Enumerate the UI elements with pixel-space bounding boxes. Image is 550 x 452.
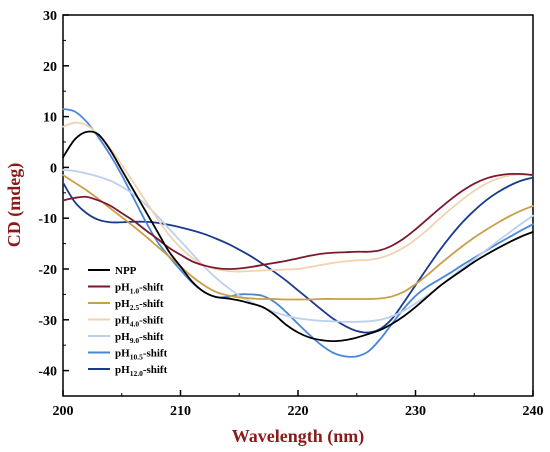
legend-label-subscript: 10.5 bbox=[130, 353, 143, 362]
x-tick-label: 210 bbox=[170, 404, 191, 419]
legend-label-subscript: 1.0 bbox=[130, 287, 140, 296]
legend-label-suffix: -shift bbox=[143, 348, 168, 360]
legend-label-subscript: 12.0 bbox=[130, 369, 143, 378]
series-line-3 bbox=[62, 121, 534, 273]
legend-label-1: pH1.0-shift bbox=[115, 282, 164, 296]
axis-ticks bbox=[62, 14, 534, 397]
y-axis-title: CD (mdeg) bbox=[4, 163, 25, 247]
legend-label-3: pH4.0-shift bbox=[115, 315, 164, 329]
legend: NPPpH1.0-shiftpH2.5-shiftpH4.0-shiftpH9.… bbox=[88, 265, 168, 378]
x-tick-label: 240 bbox=[523, 404, 544, 419]
axis-tick-labels: 200 210 220 230 240 30 20 10 0 -10 -20 -30 -40 bbox=[38, 9, 543, 419]
y-tick-label: -30 bbox=[38, 314, 57, 329]
y-tick-label: -20 bbox=[38, 263, 57, 278]
x-tick-label: 220 bbox=[288, 404, 309, 419]
legend-label-subscript: 9.0 bbox=[130, 336, 140, 345]
y-tick-label: 0 bbox=[50, 161, 57, 176]
legend-label-4: pH9.0-shift bbox=[115, 331, 164, 345]
legend-label-suffix: -shift bbox=[139, 315, 164, 327]
legend-label-suffix: -shift bbox=[139, 298, 164, 310]
series-line-0 bbox=[62, 130, 534, 343]
legend-label-suffix: -shift bbox=[143, 364, 168, 376]
series-line-6 bbox=[62, 176, 534, 334]
y-tick-label: -40 bbox=[38, 365, 57, 380]
legend-label-0: NPP bbox=[115, 265, 137, 277]
legend-label-5: pH10.5-shift bbox=[115, 348, 168, 362]
x-tick-label: 200 bbox=[53, 404, 74, 419]
legend-label-subscript: 4.0 bbox=[130, 320, 140, 329]
legend-label-main: pH bbox=[115, 331, 130, 343]
y-tick-label: 20 bbox=[43, 60, 57, 75]
legend-label-main: pH bbox=[115, 282, 130, 294]
y-tick-label: -10 bbox=[38, 212, 57, 227]
y-tick-label: 10 bbox=[43, 111, 57, 126]
legend-label-main: pH bbox=[115, 315, 130, 327]
y-tick-label: 30 bbox=[43, 9, 57, 24]
legend-label-main: pH bbox=[115, 348, 130, 360]
legend-label-2: pH2.5-shift bbox=[115, 298, 164, 312]
legend-label-main: pH bbox=[115, 364, 130, 376]
series-lines bbox=[62, 108, 534, 358]
legend-label-main: pH bbox=[115, 298, 130, 310]
legend-label-6: pH12.0-shift bbox=[115, 364, 168, 378]
legend-label-suffix: -shift bbox=[139, 331, 164, 343]
legend-label-main: NPP bbox=[115, 265, 137, 277]
x-axis-title: Wavelength (nm) bbox=[232, 426, 365, 447]
series-line-2 bbox=[62, 174, 534, 301]
series-line-1 bbox=[62, 172, 534, 270]
x-tick-label: 230 bbox=[405, 404, 426, 419]
legend-label-subscript: 2.5 bbox=[130, 303, 140, 312]
series-line-5 bbox=[62, 108, 534, 358]
legend-label-suffix: -shift bbox=[139, 282, 164, 294]
